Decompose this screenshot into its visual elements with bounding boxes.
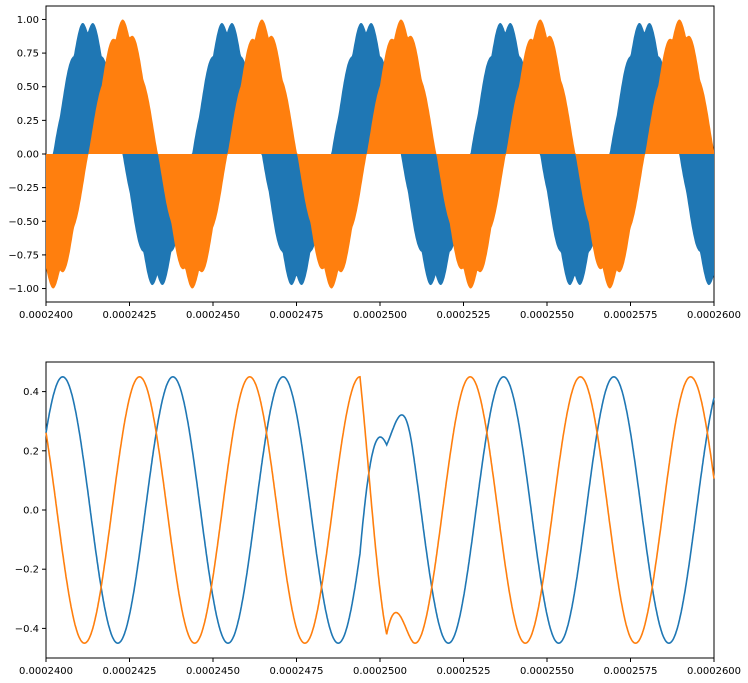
ytick-label: 0.4 — [23, 387, 39, 398]
ytick-label: −0.50 — [8, 217, 39, 228]
top-axes-series — [46, 19, 714, 289]
xtick-label: 0.0002400 — [19, 666, 73, 677]
ytick-label: −0.4 — [15, 624, 39, 635]
ytick-label: 0.75 — [17, 49, 39, 60]
ytick-label: −0.75 — [8, 250, 39, 261]
xtick-label: 0.0002575 — [603, 310, 657, 321]
xtick-label: 0.0002500 — [353, 666, 407, 677]
top-series-2-area — [46, 19, 714, 289]
bottom-axes: −0.4−0.20.00.20.4 0.0002400 0.0002425 0.00… — [15, 361, 741, 677]
bottom-series-2-line — [45, 375, 715, 645]
ytick-label: 0.0 — [23, 506, 39, 517]
xtick-label: 0.0002425 — [102, 310, 156, 321]
ytick-label: 0.25 — [17, 116, 39, 127]
ytick-label: −1.00 — [8, 284, 39, 295]
xtick-label: 0.0002500 — [353, 310, 407, 321]
xtick-label: 0.0002525 — [436, 666, 490, 677]
ytick-label: 0.00 — [17, 150, 39, 161]
top-axes-xticks: 0.0002400 0.0002425 0.0002450 0.0002475 0.00… — [19, 302, 741, 321]
bottom-axes-frame — [45, 361, 715, 659]
xtick-label: 0.0002400 — [19, 310, 73, 321]
xtick-label: 0.0002550 — [520, 310, 574, 321]
ytick-label: 1.00 — [17, 15, 39, 26]
ytick-label: −0.25 — [8, 183, 39, 194]
ytick-label: 0.2 — [23, 446, 39, 457]
bottom-axes-yticks: −0.4 −0.2 0.0 0.2 0.4 — [15, 387, 46, 635]
xtick-label: 0.0002600 — [687, 666, 741, 677]
top-axes-yticks: −1.00 −0.75 −0.50 −0.25 0.00 0.25 0.50 0.75 1.00 — [8, 15, 46, 295]
ytick-label: −0.2 — [15, 565, 39, 576]
top-axes: −1.00 −0.75 −0.50 −0.25 0.00 0.25 0.50 0.75 1.00… — [8, 5, 741, 321]
xtick-label: 0.0002600 — [687, 310, 741, 321]
xtick-label: 0.0002525 — [436, 310, 490, 321]
xtick-label: 0.0002550 — [520, 666, 574, 677]
xtick-label: 0.0002475 — [269, 310, 323, 321]
xtick-label: 0.0002450 — [186, 666, 240, 677]
bottom-axes-xticks: 0.0002400 0.0002425 0.0002450 0.0002475 0.00… — [19, 658, 741, 677]
xtick-label: 0.0002475 — [269, 666, 323, 677]
xtick-label: 0.0002425 — [102, 666, 156, 677]
bottom-series-1-line — [45, 375, 715, 645]
xtick-label: 0.0002575 — [603, 666, 657, 677]
bottom-axes-series — [45, 375, 715, 645]
xtick-label: 0.0002450 — [186, 310, 240, 321]
ytick-label: 0.50 — [17, 82, 39, 93]
